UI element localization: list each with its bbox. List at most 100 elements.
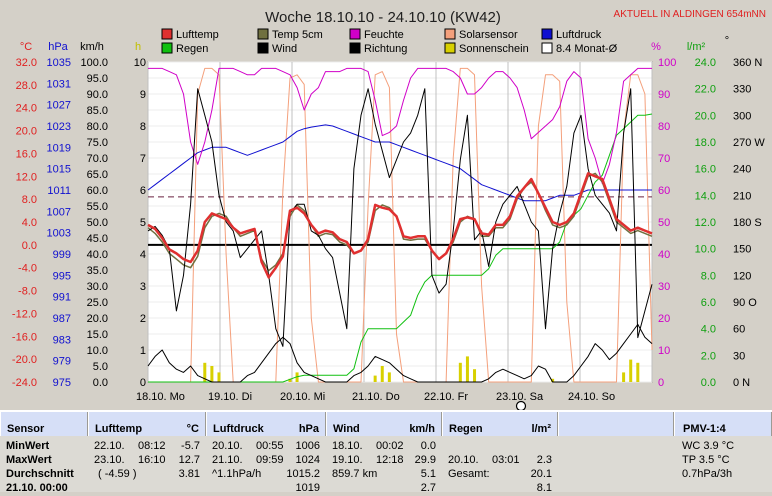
x-label-5: 23.10. Sa (496, 391, 544, 403)
rain-tick-6: 12.0 (695, 217, 716, 229)
humidity-tick-3: 70 (658, 153, 670, 165)
temp-tick-10: -8.0 (18, 286, 37, 298)
pressure-tick-9: 999 (53, 249, 71, 261)
lufttemp-avg-note: ( -4.59 ) (98, 468, 137, 480)
wind-min-time: 00:02 (376, 440, 404, 452)
luftdruck-unit: hPa (298, 423, 319, 435)
rain-tick-3: 18.0 (695, 137, 716, 149)
sun-tick-4: 6 (140, 185, 146, 197)
pressure-tick-14: 979 (53, 356, 71, 368)
weather-chart: Woche 18.10.10 - 24.10.10 (KW42) AKTUELL … (11, 9, 766, 410)
chart-title: Woche 18.10.10 - 24.10.10 (KW42) (265, 9, 501, 26)
sunshine-bar-68 (629, 359, 633, 382)
wind-tick-10: 50.0 (87, 217, 108, 229)
wind-tick-7: 65.0 (87, 169, 108, 181)
direction-tick-10: 60 (733, 324, 745, 336)
sensor-column: Sensor MinWert MaxWert Durchschnitt 21.1… (0, 412, 88, 494)
sun-tick-10: 0 (140, 377, 146, 389)
rain-tick-1: 22.0 (695, 84, 716, 96)
legend-label-5: Regen (176, 43, 208, 55)
direction-tick-0: 360 N (733, 57, 762, 69)
legend-label-4: Luftdruck (556, 29, 602, 41)
lufttemp-avg-value: 3.81 (178, 468, 200, 480)
luftdruck-min-value: 1006 (295, 440, 320, 452)
unit-sun: h (135, 41, 141, 53)
sun-tick-9: 1 (140, 345, 146, 357)
legend-label-1: Temp 5cm (272, 29, 323, 41)
sunshine-bar-57 (551, 378, 555, 382)
rain-tick-0: 24.0 (695, 57, 716, 69)
legend-swatch-9 (541, 42, 553, 54)
temp-tick-14: -24.0 (12, 377, 37, 389)
unit-pressure: hPa (48, 41, 68, 53)
wind-tick-3: 85.0 (87, 105, 108, 117)
rain-tick-4: 16.0 (695, 164, 716, 176)
legend-label-0: Lufttemp (176, 29, 219, 41)
temp-tick-4: 16.0 (16, 148, 37, 160)
pmv-windchill: WC 3.9 °C (682, 440, 735, 452)
direction-tick-12: 0 N (733, 377, 750, 389)
last-label: 21.10. 00:00 (6, 482, 68, 494)
sunshine-bar-44 (458, 362, 462, 382)
luftdruck-max-time: 09:59 (256, 454, 284, 466)
legend-swatch-4 (541, 28, 553, 40)
blank-column (558, 412, 674, 492)
rain-tick-8: 8.0 (701, 270, 716, 282)
wind-unit: km/h (409, 423, 435, 435)
wind-tick-18: 10.0 (87, 345, 108, 357)
unit-direction: ° (725, 35, 729, 47)
x-label-1: 19.10. Di (208, 391, 252, 403)
sensor-header: Sensor (7, 423, 45, 435)
luftdruck-max-date: 21.10. (212, 454, 243, 466)
position-marker-icon (515, 400, 527, 410)
unit-temp: °C (20, 41, 32, 53)
wind-distance: 859.7 km (332, 468, 378, 480)
sunshine-bar-32 (373, 375, 377, 382)
wind-tick-17: 15.0 (87, 329, 108, 341)
direction-tick-7: 150 (733, 244, 751, 256)
wind-tick-6: 70.0 (87, 153, 108, 165)
direction-tick-11: 30 (733, 350, 745, 362)
humidity-tick-6: 40 (658, 249, 670, 261)
lufttemp-max-date: 23.10. (94, 454, 125, 466)
sunshine-bar-9 (210, 366, 214, 382)
pressure-tick-10: 995 (53, 270, 71, 282)
sunshine-bar-34 (387, 372, 391, 382)
humidity-tick-7: 30 (658, 281, 670, 293)
luftdruck-column: Luftdruck hPa 20.10. 00:55 1006 21.10. 09:59… (206, 412, 326, 494)
temp-tick-9: -4.0 (18, 263, 37, 275)
rain-tick-12: 0.0 (701, 377, 716, 389)
legend-label-9: 8.4 Monat-Ø (556, 43, 618, 55)
rain-tick-9: 6.0 (701, 297, 716, 309)
temp-tick-0: 32.0 (16, 57, 37, 69)
temp-tick-2: 24.0 (16, 103, 37, 115)
regen-max-date: 20.10. (448, 454, 479, 466)
max-label: MaxWert (6, 454, 52, 466)
sunshine-bar-67 (622, 372, 626, 382)
legend-swatch-2 (349, 28, 361, 40)
regen-unit: l/m² (531, 423, 551, 435)
pressure-tick-11: 991 (53, 292, 71, 304)
series-richtung (147, 88, 653, 347)
wind-tick-14: 30.0 (87, 281, 108, 293)
wind-tick-2: 90.0 (87, 89, 108, 101)
x-label-3: 21.10. Do (352, 391, 400, 403)
lufttemp-header: Lufttemp (95, 423, 143, 435)
direction-tick-4: 240 (733, 164, 751, 176)
luftdruck-max-value: 1024 (295, 454, 320, 466)
sunshine-bar-33 (380, 366, 384, 382)
legend-label-8: Sonnenschein (459, 43, 529, 55)
humidity-tick-9: 10 (658, 345, 670, 357)
sun-tick-3: 7 (140, 153, 146, 165)
sun-tick-5: 5 (140, 217, 146, 229)
regen-max-value: 2.3 (536, 454, 552, 466)
legend-swatch-5 (161, 42, 173, 54)
pressure-tick-2: 1027 (47, 100, 71, 112)
lufttemp-min-time: 08:12 (138, 440, 166, 452)
wind-tick-4: 80.0 (87, 121, 108, 133)
wind-tick-0: 100.0 (80, 57, 108, 69)
legend-label-6: Wind (272, 43, 297, 55)
wind-max-value: 29.9 (414, 454, 436, 466)
pressure-tick-1: 1031 (47, 78, 71, 90)
legend-label-3: Solarsensor (459, 29, 518, 41)
